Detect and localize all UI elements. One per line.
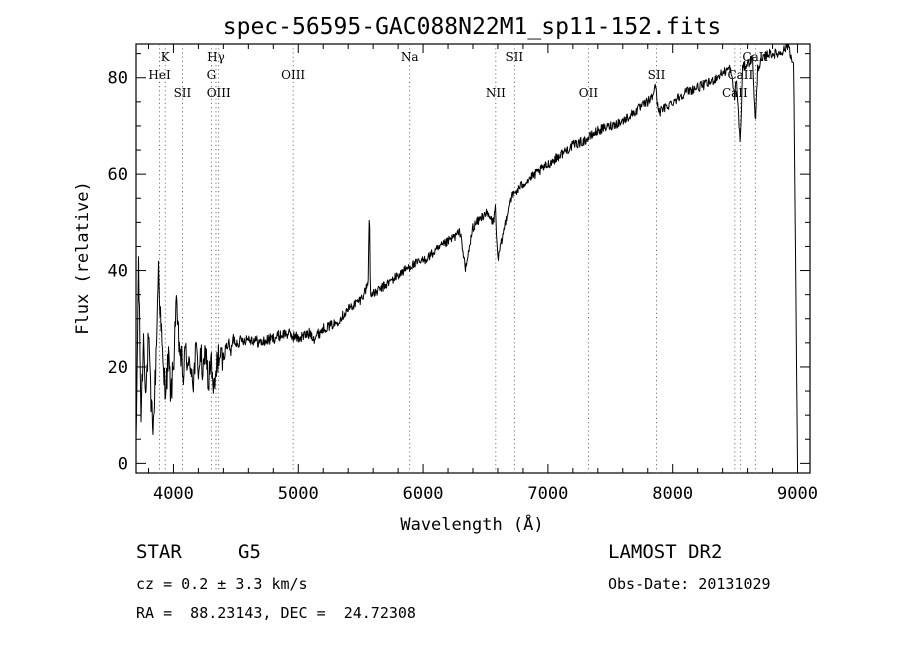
line-marker-label: CaII xyxy=(727,68,753,82)
y-tick-label: 80 xyxy=(108,69,128,89)
y-tick-label: 20 xyxy=(108,358,128,378)
line-marker-label: SII xyxy=(174,86,192,100)
spectrum-line xyxy=(135,43,798,467)
x-tick-label: 4000 xyxy=(153,484,194,504)
coordinates: RA = 88.23143, DEC = 24.72308 xyxy=(136,604,416,622)
x-tick-label: 8000 xyxy=(652,484,693,504)
x-tick-label: 9000 xyxy=(777,484,818,504)
line-marker-label: OII xyxy=(579,86,599,100)
obs-date: Obs-Date: 20131029 xyxy=(608,575,771,593)
line-marker-label: SII xyxy=(505,50,523,64)
line-marker-label: K xyxy=(161,50,171,64)
survey-name: LAMOST DR2 xyxy=(608,541,723,563)
line-marker-label: OIII xyxy=(207,86,231,100)
y-tick-label: 60 xyxy=(108,165,128,185)
x-tick-label: 7000 xyxy=(527,484,568,504)
plot-frame xyxy=(135,43,811,474)
x-tick-label: 5000 xyxy=(278,484,319,504)
object-class: STAR xyxy=(136,541,182,563)
y-axis-label: Flux (relative) xyxy=(73,181,93,335)
x-axis-ticks: 4000 5000 6000 7000 8000 9000 xyxy=(147,44,818,504)
y-tick-label: 40 xyxy=(108,262,128,282)
y-axis-ticks: 0 20 40 60 80 xyxy=(108,53,810,474)
object-subclass: G5 xyxy=(238,541,261,563)
chart-title: spec-56595-GAC088N22M1_sp11-152.fits xyxy=(223,14,722,40)
y-tick-label: 0 xyxy=(118,454,128,474)
line-marker-label: NII xyxy=(486,86,506,100)
x-tick-label: 6000 xyxy=(403,484,444,504)
x-axis-label: Wavelength (Å) xyxy=(400,513,543,535)
line-marker-label: Hγ xyxy=(207,50,225,64)
line-marker-label: HeI xyxy=(148,68,171,82)
redshift-cz: cz = 0.2 ± 3.3 km/s xyxy=(136,575,308,593)
line-marker-label: SII xyxy=(648,68,666,82)
line-marker-label: G xyxy=(207,68,217,82)
line-marker-label: OIII xyxy=(281,68,305,82)
line-marker-label: Na xyxy=(401,50,419,64)
